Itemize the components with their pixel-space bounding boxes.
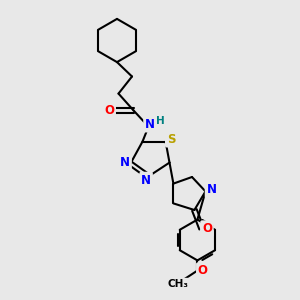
Text: S: S — [167, 133, 175, 146]
Text: N: N — [206, 183, 217, 196]
Text: N: N — [145, 118, 155, 131]
Text: N: N — [120, 155, 130, 169]
Text: H: H — [155, 116, 164, 127]
Text: O: O — [104, 104, 114, 117]
Text: CH₃: CH₃ — [168, 279, 189, 290]
Text: O: O — [198, 264, 208, 277]
Text: O: O — [202, 222, 212, 235]
Text: N: N — [141, 173, 151, 187]
